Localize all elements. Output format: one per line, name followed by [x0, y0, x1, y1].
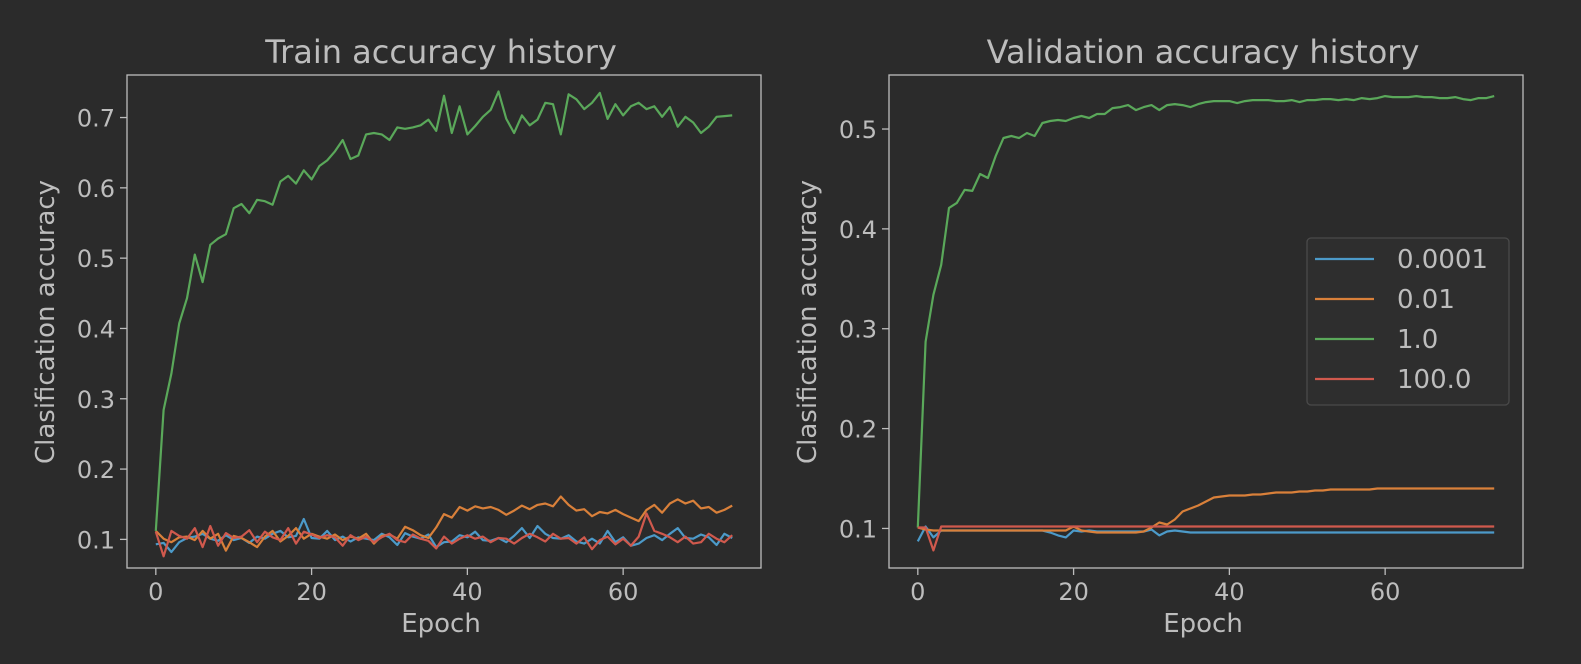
- series-line-0-0001: [155, 517, 733, 554]
- x-tick-label: 0: [148, 578, 163, 606]
- x-tick-label: 20: [1058, 578, 1089, 606]
- legend-entry: 100.0: [1315, 365, 1471, 395]
- y-tick-label: 0.3: [839, 316, 877, 344]
- series-line-100-0: [154, 512, 733, 558]
- y-tick-label: 0.2: [77, 456, 115, 484]
- series-line-1-0: [154, 90, 733, 531]
- legend: 0.0001 0.01 1.0 100.0: [1306, 237, 1510, 406]
- series-line-1-0: [916, 94, 1495, 528]
- x-axis-label: Epoch: [1163, 609, 1243, 639]
- axis-ticks: 0 20 40 60 0.1 0.2 0.3 0.4 0.5 0.6 0.7: [77, 105, 639, 606]
- axis-ticks: 0 20 40 60 0.1 0.2 0.3 0.4 0.5: [839, 116, 1401, 606]
- chart-title: Validation accuracy history: [987, 33, 1420, 71]
- y-tick-label: 0.7: [77, 105, 115, 133]
- y-tick-label: 0.6: [77, 175, 115, 203]
- y-tick-label: 0.4: [77, 315, 115, 343]
- x-tick-label: 40: [1214, 578, 1245, 606]
- x-tick-label: 60: [1370, 578, 1401, 606]
- legend-entry: 0.01: [1315, 285, 1455, 315]
- y-tick-label: 0.1: [77, 526, 115, 554]
- x-axis-label: Epoch: [401, 609, 481, 639]
- legend-label: 1.0: [1397, 325, 1438, 355]
- plot-frame: [126, 74, 762, 569]
- plot-lines: [154, 90, 733, 558]
- series-line-100-0: [917, 525, 1495, 552]
- legend-label: 0.01: [1397, 285, 1455, 315]
- y-tick-label: 0.4: [839, 216, 877, 244]
- series-line-0-01: [155, 495, 733, 552]
- y-tick-label: 0.2: [839, 416, 877, 444]
- y-tick-label: 0.1: [839, 515, 877, 543]
- x-tick-label: 20: [296, 578, 327, 606]
- y-tick-label: 0.5: [839, 116, 877, 144]
- x-tick-label: 60: [608, 578, 639, 606]
- legend-frame: [1306, 237, 1510, 406]
- y-tick-label: 0.5: [77, 245, 115, 273]
- y-axis-label: Clasification accuracy: [31, 180, 61, 464]
- validation-accuracy-chart: Validation accuracy history Epoch Clasif…: [793, 33, 1524, 639]
- legend-label: 0.0001: [1397, 245, 1488, 275]
- chart-title: Train accuracy history: [264, 33, 617, 71]
- legend-label: 100.0: [1397, 365, 1471, 395]
- x-tick-label: 0: [910, 578, 925, 606]
- train-accuracy-chart: Train accuracy history Epoch Clasificati…: [31, 33, 762, 639]
- legend-entry: 1.0: [1315, 325, 1438, 355]
- series-line-0-01: [917, 487, 1495, 534]
- series-line-0-0001: [916, 525, 1495, 542]
- plot-frame: [888, 74, 1524, 569]
- y-tick-label: 0.3: [77, 386, 115, 414]
- plot-lines: [916, 94, 1495, 552]
- x-tick-label: 40: [452, 578, 483, 606]
- y-axis-label: Clasification accuracy: [793, 180, 823, 464]
- legend-entry: 0.0001: [1315, 245, 1488, 275]
